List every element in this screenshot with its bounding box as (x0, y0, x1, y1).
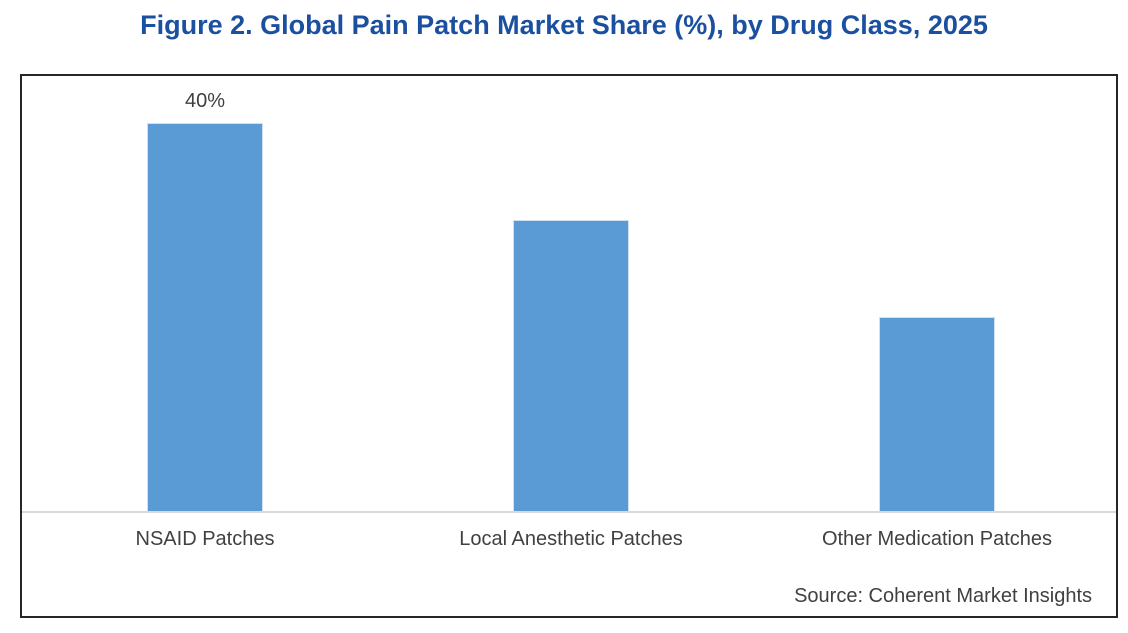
category-label-local-anesthetic-patches: Local Anesthetic Patches (459, 528, 683, 550)
x-axis-line (22, 511, 1116, 513)
bar-nsaid-patches (147, 123, 263, 511)
plot-area: 40% (22, 76, 1116, 511)
chart-frame: 40% Source: Coherent Market Insights NSA… (20, 74, 1118, 618)
category-label-other-medication-patches: Other Medication Patches (821, 528, 1053, 550)
figure-title: Figure 2. Global Pain Patch Market Share… (140, 10, 988, 40)
bar-other-medication-patches (879, 317, 995, 511)
category-label-nsaid-patches: NSAID Patches (135, 528, 275, 550)
source-attribution: Source: Coherent Market Insights (794, 585, 1092, 607)
bar-local-anesthetic-patches (513, 220, 629, 511)
bar-value-label-nsaid-patches: 40% (184, 90, 226, 112)
